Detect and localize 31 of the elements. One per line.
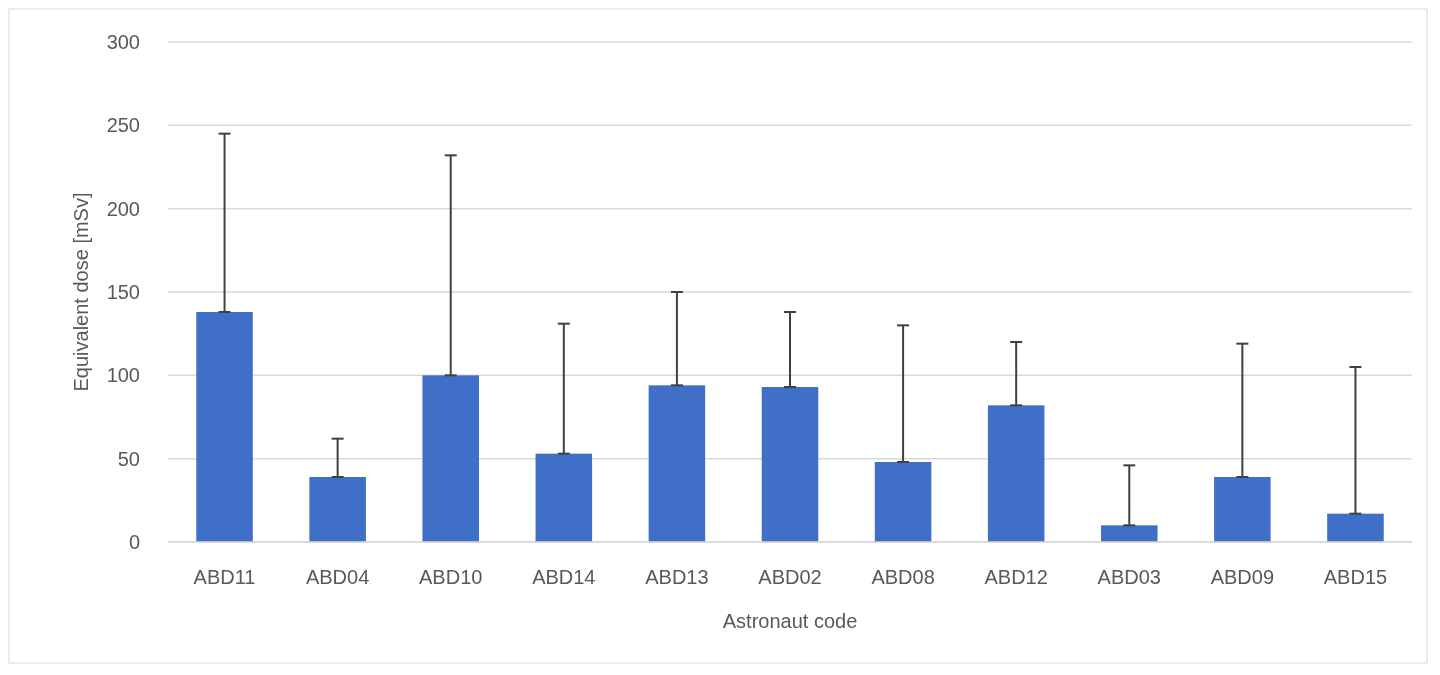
y-tick-label: 300 (106, 31, 140, 53)
x-tick-label: ABD10 (419, 566, 483, 588)
bar (874, 462, 932, 542)
x-tick-label: ABD15 (1323, 566, 1388, 588)
x-tick-label: ABD13 (645, 566, 709, 588)
y-tick-label: 250 (106, 114, 140, 137)
bar (196, 312, 253, 542)
bar (1327, 513, 1384, 542)
y-tick-label: 0 (128, 531, 140, 553)
x-tick-label: ABD09 (1210, 566, 1275, 588)
x-tick-label: ABD04 (305, 566, 370, 588)
y-tick-label: 200 (106, 197, 140, 220)
bar (761, 387, 819, 542)
bar (987, 405, 1045, 542)
y-tick-label: 100 (106, 364, 140, 387)
bar (1101, 525, 1158, 542)
y-tick-label: 50 (117, 447, 140, 470)
x-axis-title: Astronaut code (722, 610, 858, 632)
bar (648, 385, 706, 542)
x-tick-label: ABD12 (984, 566, 1048, 588)
x-tick-label: ABD11 (193, 566, 256, 588)
x-tick-label: ABD14 (532, 566, 596, 588)
x-tick-label: ABD03 (1097, 566, 1161, 588)
y-axis-title: Equivalent dose [mSv] (70, 192, 92, 392)
x-tick-label: ABD08 (871, 566, 935, 588)
bar (309, 477, 366, 542)
x-tick-label: ABD02 (758, 566, 822, 588)
bar (1214, 477, 1271, 542)
bar (535, 453, 593, 542)
bar (422, 375, 479, 542)
y-tick-label: 150 (106, 281, 140, 303)
